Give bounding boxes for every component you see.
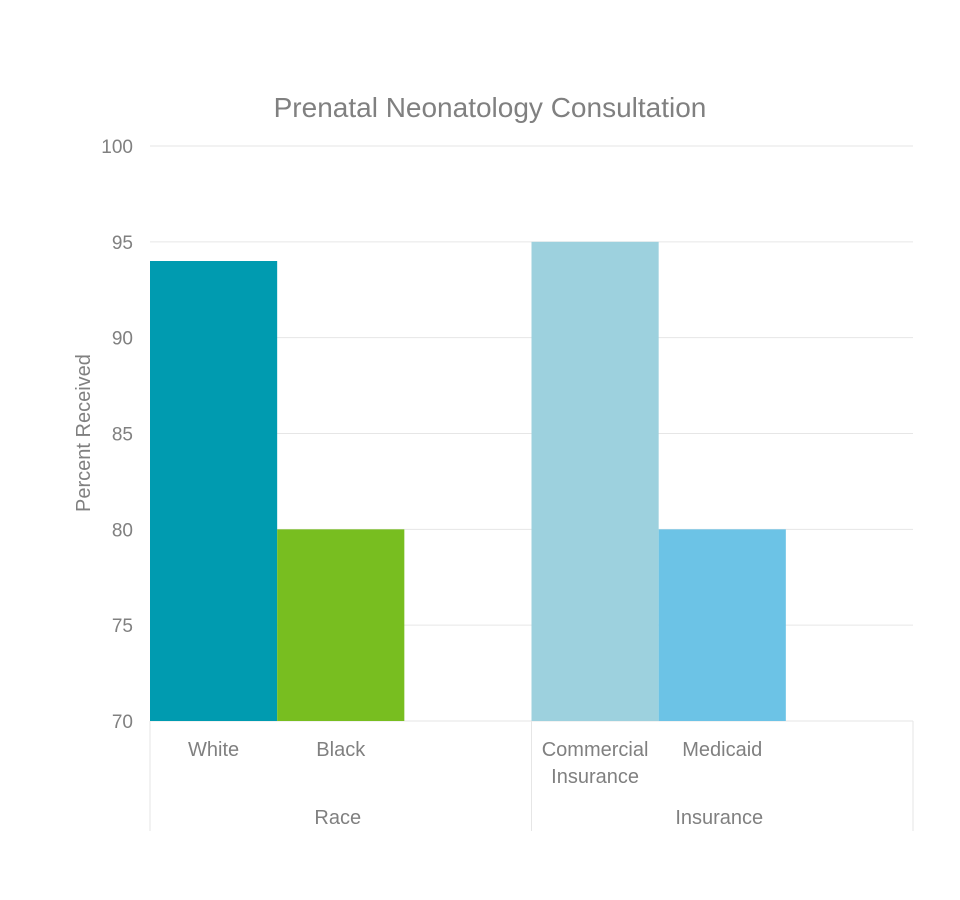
y-tick-label: 95	[112, 233, 133, 254]
y-axis-ticks: 70 75 80 85 90 95 100	[101, 137, 133, 733]
x-category-label-medicaid: Medicaid	[682, 739, 762, 761]
bar-white	[150, 261, 278, 721]
bars	[150, 241, 786, 722]
x-category-label-black: Black	[316, 739, 366, 761]
bar-medicaid	[658, 529, 786, 721]
y-axis-title: Percent Received	[73, 354, 95, 512]
x-category-label-white: White	[188, 739, 239, 761]
y-tick-label: 70	[112, 712, 133, 733]
y-tick-label: 85	[112, 425, 133, 446]
y-tick-label: 100	[101, 137, 133, 158]
y-tick-label: 90	[112, 329, 133, 350]
y-tick-label: 80	[112, 520, 133, 541]
bar-commercial-insurance	[531, 241, 659, 722]
chart-title: Prenatal Neonatology Consultation	[274, 92, 707, 123]
y-tick-label: 75	[112, 616, 133, 637]
x-group-label-insurance: Insurance	[675, 807, 763, 829]
x-group-label-race: Race	[314, 807, 361, 829]
bar-black	[277, 529, 405, 721]
x-axis-labels: White Black Race Commercial Insurance Medicai…	[149, 721, 914, 831]
x-category-label-commercial-insurance: Commercial Insurance	[542, 739, 649, 788]
